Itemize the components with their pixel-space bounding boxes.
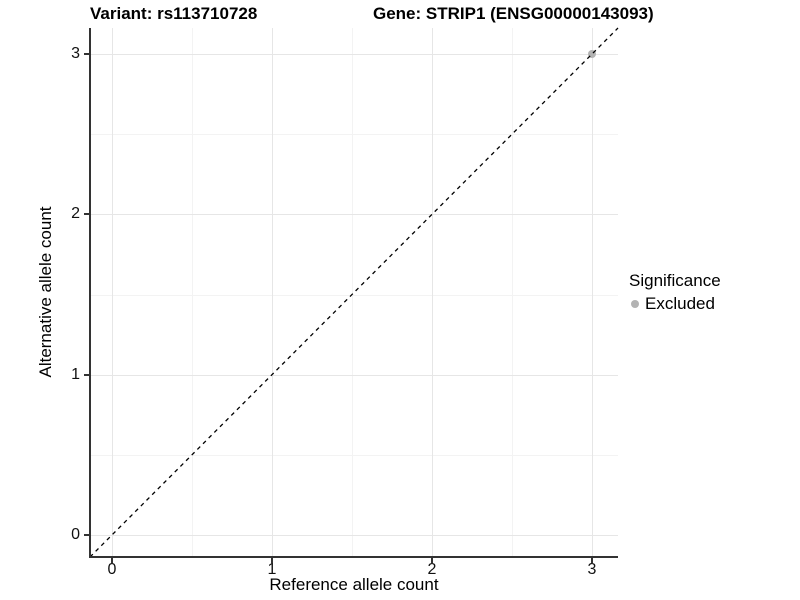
major-gridline-x xyxy=(112,28,113,557)
major-gridline-y xyxy=(90,54,618,56)
y-tick-label: 0 xyxy=(71,525,80,543)
major-gridline-x xyxy=(272,28,273,557)
y-axis-line xyxy=(89,28,91,558)
minor-gridline-y xyxy=(90,134,618,136)
y-tick-mark xyxy=(84,53,89,56)
minor-gridline-y xyxy=(90,454,618,456)
major-gridline-y xyxy=(90,214,618,216)
legend-item: Excluded xyxy=(629,294,721,314)
x-axis-line xyxy=(89,556,618,558)
y-tick-label: 1 xyxy=(71,365,80,383)
y-tick-mark xyxy=(84,373,89,376)
x-tick-mark xyxy=(271,558,273,563)
x-tick-label: 3 xyxy=(587,561,597,578)
x-tick-label: 2 xyxy=(427,561,437,578)
y-tick-mark xyxy=(84,533,89,536)
plot-title-variant: Variant: rs113710728 xyxy=(90,4,258,23)
x-tick-label: 1 xyxy=(267,561,277,578)
legend-title: Significance xyxy=(629,271,721,290)
x-tick-mark xyxy=(111,558,113,563)
plot-title-gene: Gene: STRIP1 (ENSG00000143093) xyxy=(373,4,654,23)
y-tick-label: 2 xyxy=(71,205,80,223)
minor-gridline-x xyxy=(512,28,513,557)
identity-line xyxy=(89,27,619,558)
plot-panel xyxy=(89,27,619,558)
x-axis-title: Reference allele count xyxy=(269,575,439,594)
major-gridline-y xyxy=(90,374,618,376)
x-tick-label: 0 xyxy=(107,561,117,578)
major-gridline-x xyxy=(592,28,593,557)
legend-key-dot-icon xyxy=(631,300,639,308)
minor-gridline-x xyxy=(192,28,193,557)
major-gridline-x xyxy=(432,28,433,557)
y-tick-mark xyxy=(84,213,89,216)
minor-gridline-y xyxy=(90,294,618,296)
y-axis-title: Alternative allele count xyxy=(36,206,55,378)
y-tick-label: 3 xyxy=(71,45,80,63)
data-point xyxy=(588,50,596,59)
major-gridline-y xyxy=(90,534,618,536)
x-tick-mark xyxy=(431,558,433,563)
minor-gridline-x xyxy=(352,28,353,557)
x-tick-mark xyxy=(591,558,593,563)
legend: Significance Excluded xyxy=(629,271,721,314)
legend-items: Excluded xyxy=(629,294,721,314)
legend-item-label: Excluded xyxy=(645,294,715,313)
